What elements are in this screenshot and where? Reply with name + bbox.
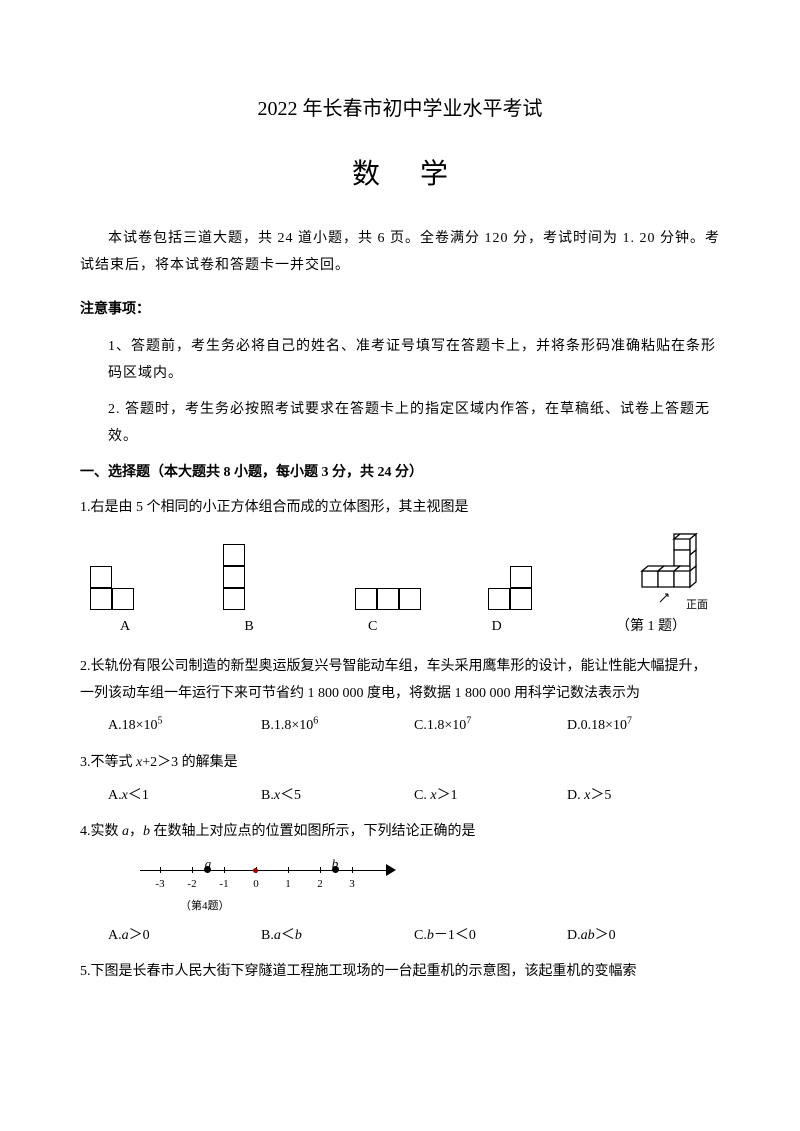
q3-d: D. x＞5 xyxy=(567,783,720,810)
subject-title: 数学 xyxy=(80,148,720,201)
q4-a: A.a＞0 xyxy=(108,923,261,950)
q1-figures: 正面 xyxy=(80,532,720,610)
q3-options: A.x＜1 B.x＜5 C. x＞1 D. x＞5 xyxy=(80,783,720,810)
q3-a: A.x＜1 xyxy=(108,783,261,810)
q3-text: 3.不等式 x+2＞3 的解集是 xyxy=(80,750,720,777)
q2-options: A.18×105 B.1.8×106 C.1.8×107 D.0.18×107 xyxy=(80,713,720,740)
q4-options: A.a＞0 B.a＜b C.b－1＜0 D.ab＞0 xyxy=(80,923,720,950)
q2-d: D.0.18×107 xyxy=(567,713,720,740)
note-2: 2. 答题时，考生务必按照考试要求在答题卡上的指定区域内作答，在草稿纸、试卷上答… xyxy=(80,397,720,450)
q1-text: 1.右是由 5 个相同的小正方体组合而成的立体图形，其主视图是 xyxy=(80,495,720,522)
q4-b: B.a＜b xyxy=(261,923,414,950)
q2-text: 2.长轨份有限公司制造的新型奥运版复兴号智能动车组，车头采用鹰隼形的设计，能让性… xyxy=(80,654,720,707)
q3-c: C. x＞1 xyxy=(414,783,567,810)
section-1-head: 一、选择题（本大题共 8 小题，每小题 3 分，共 24 分） xyxy=(80,460,720,487)
q1-label-b: B xyxy=(244,614,253,641)
notes-heading: 注意事项： xyxy=(80,297,720,324)
exam-title: 2022 年长春市初中学业水平考试 xyxy=(80,90,720,128)
q1-label-a: A xyxy=(120,614,130,641)
q1-3d-figure: 正面 xyxy=(620,532,710,610)
q1-label-c: C xyxy=(368,614,377,641)
q4-c: C.b－1＜0 xyxy=(414,923,567,950)
q2-c: C.1.8×107 xyxy=(414,713,567,740)
q1-option-c-figure xyxy=(355,544,443,610)
q1-option-d-figure xyxy=(488,544,576,610)
q2-b: B.1.8×106 xyxy=(261,713,414,740)
q4-text: 4.实数 a，b 在数轴上对应点的位置如图所示，下列结论正确的是 xyxy=(80,819,720,846)
q4-d: D.ab＞0 xyxy=(567,923,720,950)
q1-label-ref: （第 1 题） xyxy=(616,614,686,641)
q3-b: B.x＜5 xyxy=(261,783,414,810)
note-1: 1、答题前，考生务必将自己的姓名、准考证号填写在答题卡上，并将条形码准确粘贴在条… xyxy=(80,334,720,387)
q4-number-line: -3 -2 -1 0 1 2 3 a b xyxy=(140,854,400,894)
q4-figcap: （第4题） xyxy=(180,896,720,917)
q1-option-b-figure xyxy=(223,544,311,610)
q5-text: 5.下图是长春市人民大街下穿隧道工程施工现场的一台起重机的示意图，该起重机的变幅… xyxy=(80,959,720,986)
q1-label-d: D xyxy=(492,614,502,641)
front-label: 正面 xyxy=(686,595,708,616)
q1-labels: A B C D （第 1 题） xyxy=(80,614,720,641)
q1-option-a-figure xyxy=(90,544,178,610)
exam-intro: 本试卷包括三道大题，共 24 道小题，共 6 页。全卷满分 120 分，考试时间… xyxy=(80,226,720,279)
q2-a: A.18×105 xyxy=(108,713,261,740)
